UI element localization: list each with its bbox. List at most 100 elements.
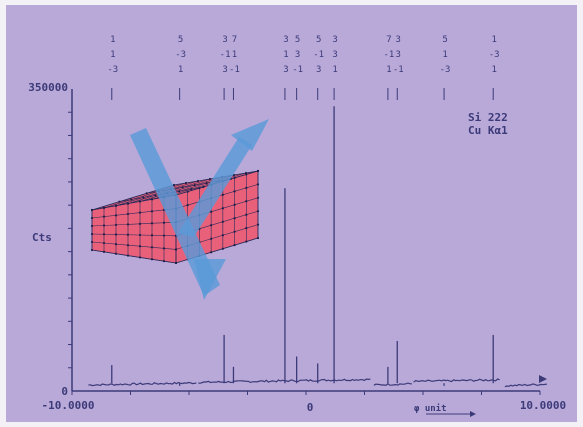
- lattice-atom: [210, 237, 213, 240]
- lattice-atom: [90, 232, 94, 236]
- lattice-atom: [162, 260, 166, 263]
- x-axis-arrowhead: [539, 375, 547, 383]
- lattice-atom: [256, 169, 260, 173]
- miller-index-labels: 11-35-313-1371-131353-15-133317-1133-151…: [107, 35, 499, 75]
- lattice-atom: [233, 244, 236, 247]
- lattice-atom: [90, 248, 94, 252]
- lattice-atom: [90, 224, 94, 228]
- lattice-line: [91, 241, 177, 250]
- peak-lines: [111, 106, 494, 386]
- lattice-atom: [142, 196, 145, 199]
- lattice-atom: [221, 193, 224, 196]
- miller-index: 1: [332, 65, 337, 75]
- y-axis-label: Cts: [32, 231, 52, 244]
- miller-index: 1: [442, 50, 447, 60]
- miller-index: 1: [110, 35, 115, 45]
- lattice-atom: [233, 203, 236, 206]
- lattice-atom: [233, 190, 236, 193]
- lattice-atom: [150, 258, 154, 261]
- lattice-atom: [205, 181, 208, 185]
- lattice-line: [91, 249, 177, 264]
- lattice-atom: [114, 223, 118, 227]
- diffracted-beam-arrowhead: [231, 119, 269, 151]
- miller-index: 3: [396, 50, 401, 60]
- lattice-atom: [256, 210, 260, 213]
- lattice-atom: [150, 198, 154, 201]
- miller-index: -3: [107, 65, 118, 75]
- lattice-atom: [114, 214, 118, 217]
- lattice-line: [163, 172, 247, 198]
- lattice-atom: [256, 183, 260, 186]
- lattice-atom: [256, 223, 260, 226]
- lattice-atom: [126, 254, 130, 257]
- lattice-atom: [102, 206, 106, 209]
- lattice-atom: [118, 200, 121, 203]
- miller-index: 3: [332, 35, 337, 45]
- miller-index: 1: [178, 65, 183, 75]
- incident-beam-arrowhead: [194, 259, 226, 300]
- lattice-atom: [150, 234, 154, 237]
- lattice-atom: [190, 187, 193, 191]
- lattice-atom: [221, 247, 224, 250]
- lattice-atom: [138, 211, 142, 214]
- lattice-atom: [114, 233, 118, 236]
- lattice-atom: [181, 186, 184, 189]
- miller-index: 3: [222, 35, 227, 45]
- lattice-atom: [174, 261, 178, 265]
- lattice-atom: [193, 184, 196, 187]
- reflection-markers: [111, 88, 494, 100]
- lattice-atom: [138, 222, 142, 225]
- miller-index: 1: [491, 35, 496, 45]
- lattice-atom: [114, 243, 118, 246]
- lattice-atom: [221, 207, 224, 210]
- lattice-atom: [196, 179, 200, 183]
- miller-index: 1: [386, 65, 391, 75]
- miller-index: -3: [489, 50, 500, 60]
- lattice-atom: [178, 190, 181, 193]
- diffracted-beam: [178, 137, 252, 237]
- lattice-atom: [232, 173, 236, 177]
- miller-index: 5: [316, 35, 321, 45]
- lattice-atom: [150, 246, 154, 249]
- miller-index: -1: [292, 65, 303, 75]
- phi-scan-chart: 350000 0 Cts -10.0000 0 10.0000 φ unit S…: [28, 35, 566, 417]
- miller-index: -1: [313, 50, 324, 60]
- lattice-atom: [186, 204, 189, 207]
- lattice-atom: [150, 210, 154, 213]
- lattice-atom: [221, 220, 224, 223]
- x-axis-symbol: φ unit: [414, 403, 447, 414]
- lattice-atom: [126, 223, 130, 226]
- baseline-segment: [504, 383, 547, 388]
- lattice-atom: [162, 221, 166, 224]
- lattice-atom: [114, 204, 118, 207]
- lattice-atom: [126, 233, 130, 236]
- lattice-atom: [126, 202, 130, 205]
- miller-index: 3: [283, 65, 288, 75]
- lattice-atom: [90, 240, 94, 244]
- miller-index: 3: [283, 35, 288, 45]
- y-tick-label-max: 350000: [28, 81, 68, 94]
- lattice-atom: [174, 248, 178, 251]
- miller-index: 5: [295, 35, 300, 45]
- lattice-atom: [102, 241, 106, 245]
- lattice-atom: [162, 234, 166, 237]
- lattice-atom: [233, 217, 236, 220]
- lattice-atom: [138, 200, 142, 203]
- miller-index: 3: [295, 50, 300, 60]
- miller-index: 3: [332, 50, 337, 60]
- x-tick-label-right: 10.0000: [520, 399, 566, 412]
- lattice-atom: [130, 198, 133, 201]
- annotation-radiation: Cu Kα1: [468, 124, 508, 137]
- lattice-atom: [244, 171, 248, 175]
- annotation-sample: Si 222: [468, 111, 508, 124]
- miller-index: 1: [491, 65, 496, 75]
- lattice-atom: [202, 185, 205, 189]
- lattice-atom: [245, 186, 248, 189]
- lattice-line: [139, 176, 223, 202]
- lattice-atom: [145, 192, 148, 195]
- miller-index: 1: [283, 50, 288, 60]
- lattice-line: [91, 233, 177, 237]
- lattice-atom: [154, 194, 157, 197]
- miller-index: 1: [232, 50, 237, 60]
- incident-beam: [130, 128, 220, 296]
